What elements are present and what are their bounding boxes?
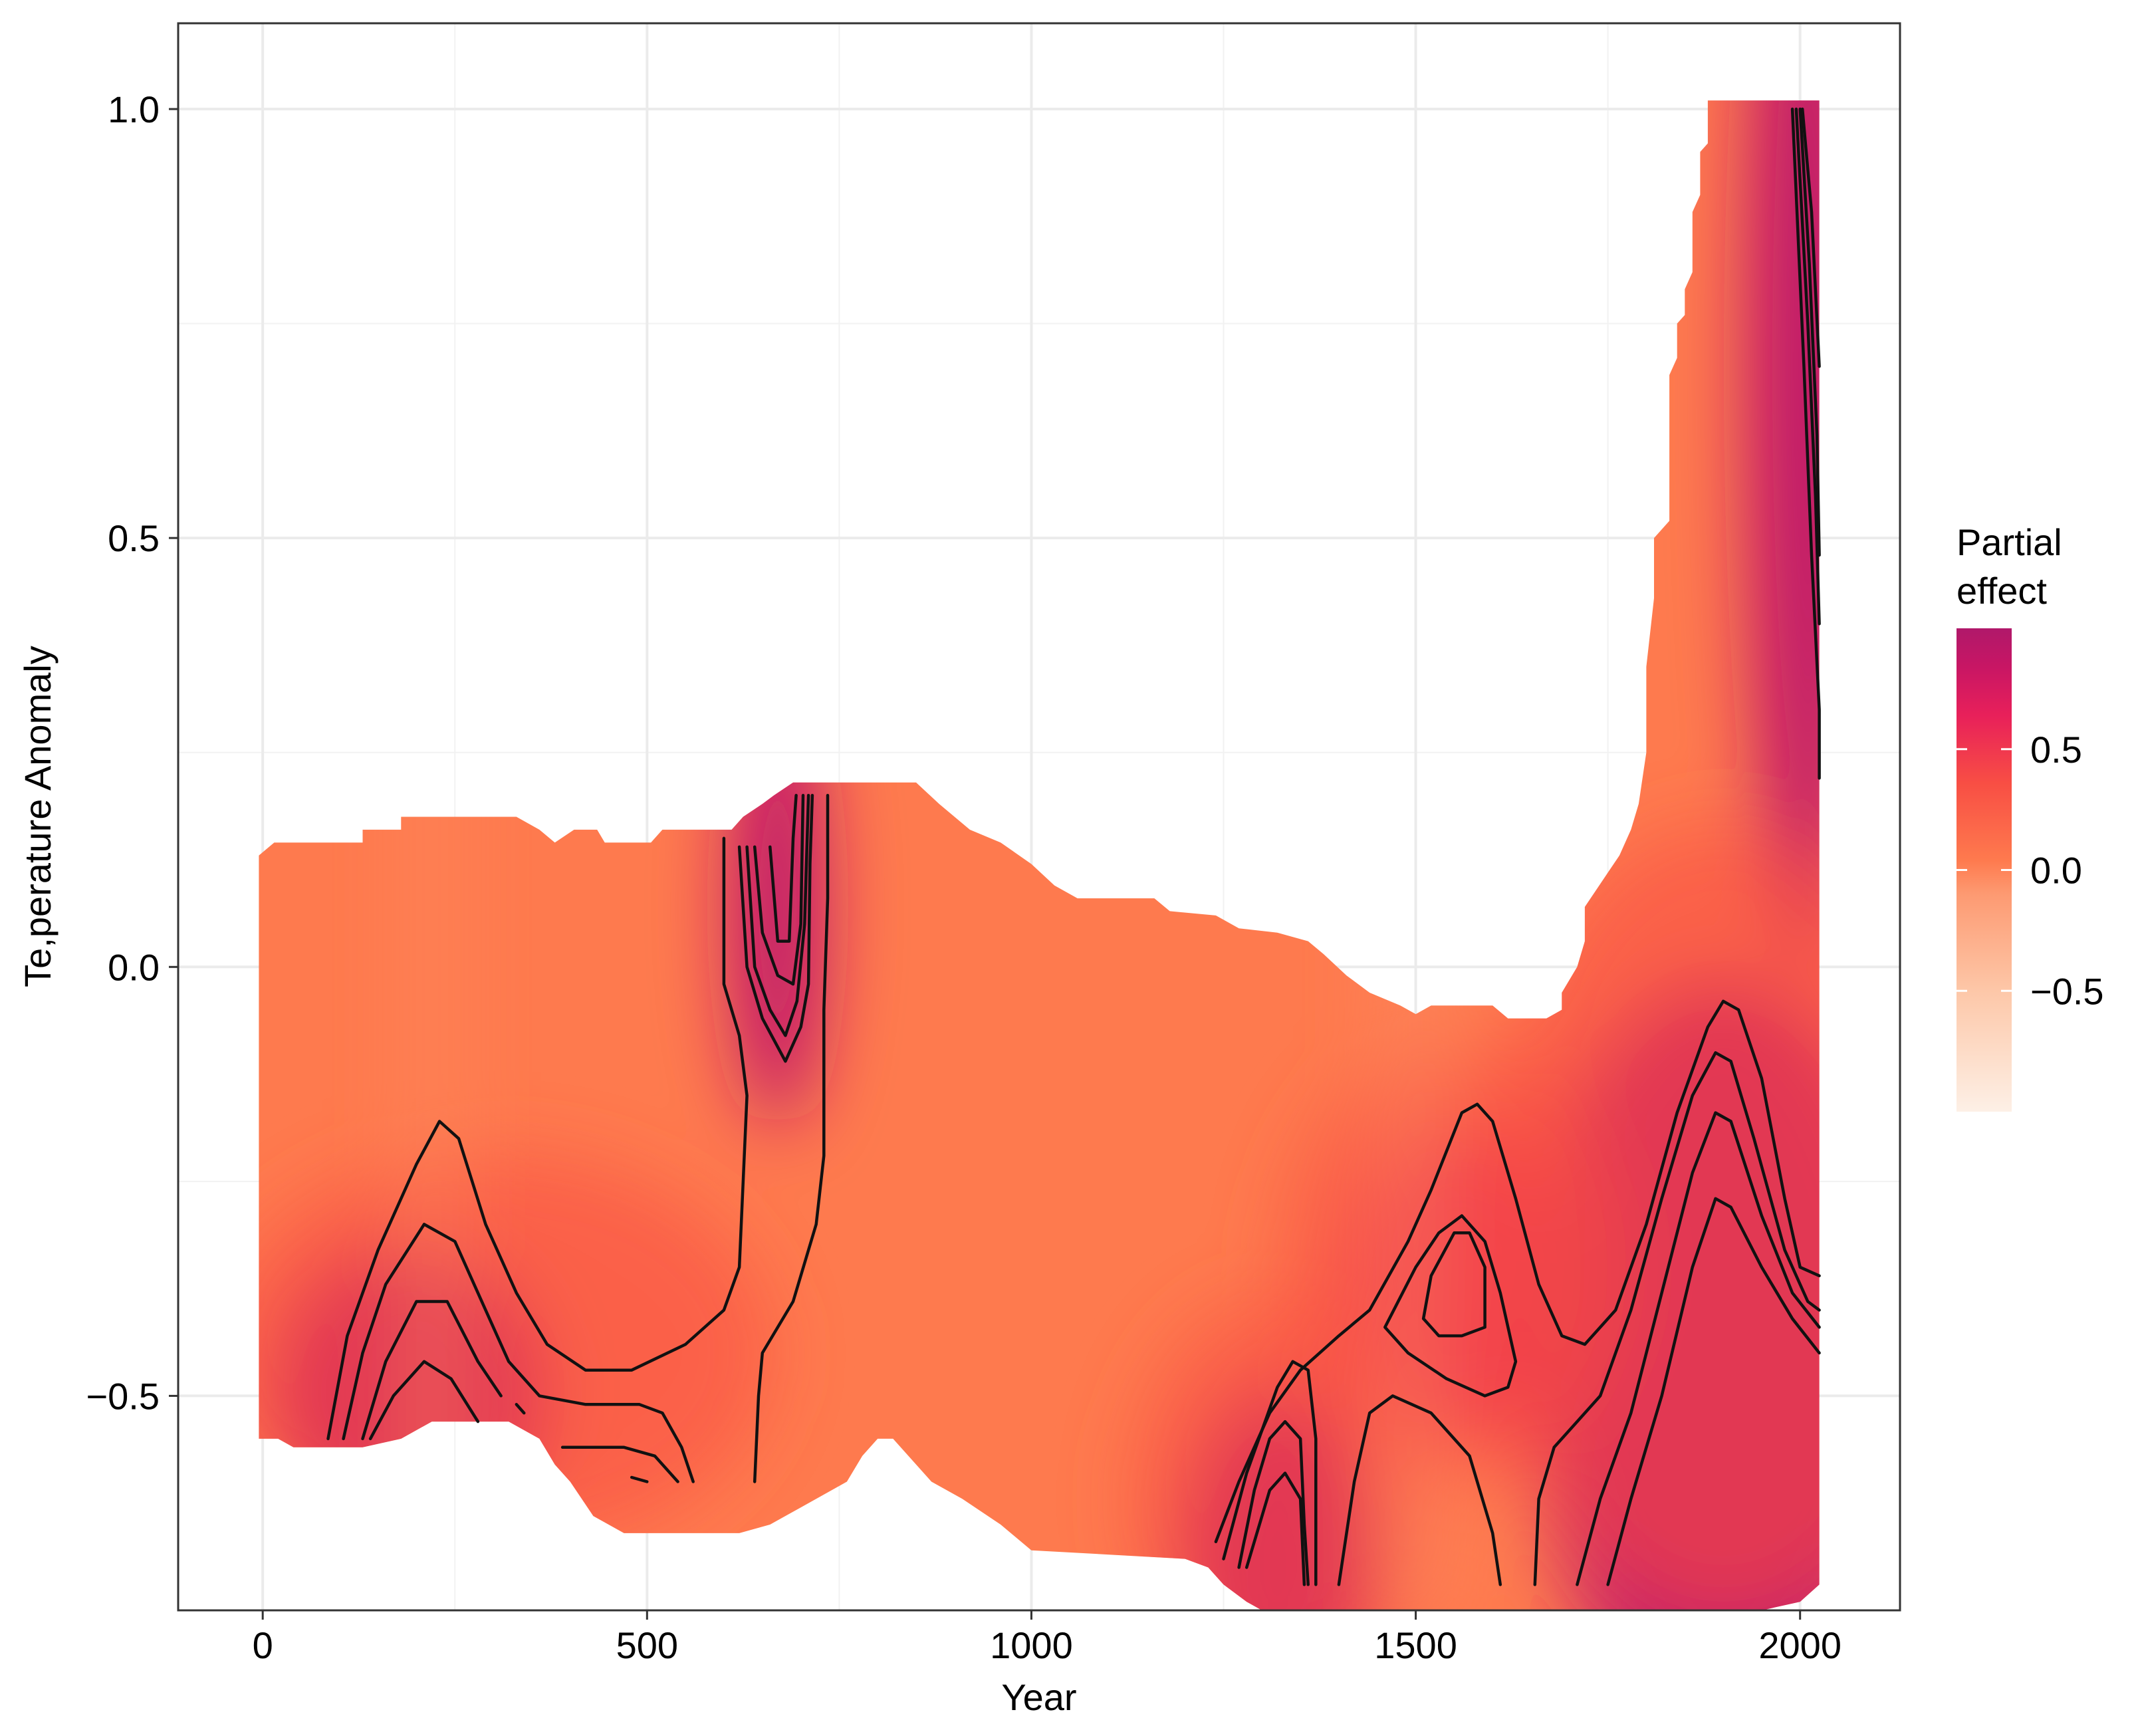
x-tick-label: 500 [616,1624,678,1666]
contour-line [1222,1360,1318,1586]
x-axis-label: Year [1001,1676,1076,1718]
contour-line [515,1403,526,1415]
contour-line [342,1223,695,1483]
legend: Partial effect 0.5 0.0 −0.5 [1957,521,2104,1112]
legend-tick-label: 0.5 [2030,729,2082,771]
contour-line [1245,1471,1306,1586]
contour-line [1790,107,1821,780]
contour-line [753,793,805,986]
contour-line [737,793,814,1063]
x-axis: 0 500 1000 1500 2000 [253,1610,1841,1666]
high-effect-region [1748,100,1820,965]
contour-line [630,1475,649,1483]
y-axis: −0.5 0.0 0.5 1.0 [86,88,178,1417]
contour-line [1237,1420,1310,1586]
legend-title-line-1: Partial [1957,521,2062,563]
contour-lines [326,107,1821,1586]
y-axis-label: Te,perature Anomaly [17,646,59,987]
contour-line [368,1360,480,1441]
y-tick-label: 0.0 [108,946,160,988]
legend-title-line-2: effect [1957,570,2047,612]
contour-line [1214,999,1821,1544]
contour-line [769,793,798,943]
contour-line [326,836,749,1441]
contour-line [745,793,810,1037]
contour-line [361,1300,503,1441]
plot-panel-border [177,22,1901,1612]
contour-line [1798,107,1821,557]
x-tick-label: 0 [253,1624,273,1666]
contour-line [1533,1051,1821,1586]
warm-halo [259,1153,773,1552]
legend-tick-label: 0.0 [2030,850,2082,892]
y-tick-label: 1.0 [108,88,160,130]
contour-line [1576,1111,1821,1586]
contour-line [1800,107,1821,368]
partial-effect-surface [259,100,1820,1610]
contour-line [1794,107,1821,626]
warm-halo [1484,825,1820,1610]
y-tick-label: −0.5 [86,1375,160,1417]
x-tick-label: 1500 [1374,1624,1457,1666]
contour-line [1606,1197,1821,1586]
contour-line [1421,1231,1486,1338]
y-tick-label: 0.5 [108,517,160,559]
contour-line [560,1445,679,1483]
legend-tick-label: −0.5 [2030,970,2104,1012]
contour-line [1337,1394,1502,1586]
legend-ticks: 0.5 0.0 −0.5 [1957,729,2104,1012]
contour-line [1383,1214,1518,1398]
contour-line [753,793,830,1483]
x-tick-label: 1000 [990,1624,1073,1666]
x-tick-label: 2000 [1758,1624,1841,1666]
